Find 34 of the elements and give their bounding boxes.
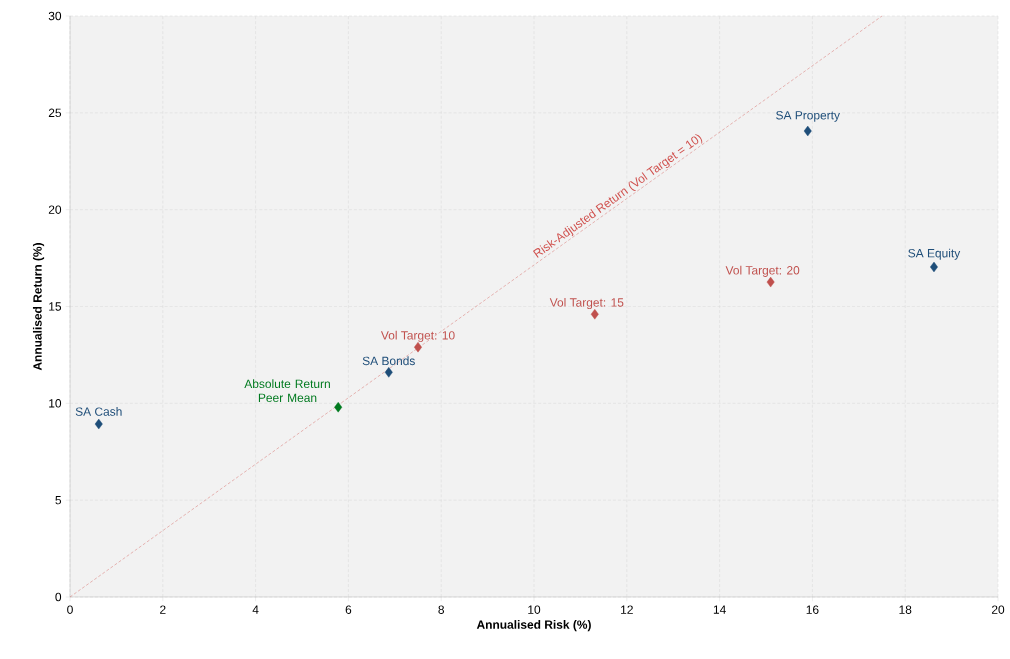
x-tick-label: 0 [67, 605, 73, 614]
point [334, 402, 343, 413]
point [766, 276, 775, 288]
x-tick-label: 20 [991, 605, 1005, 614]
point [384, 367, 393, 378]
y-tick-label: 25 [48, 108, 62, 118]
x-tick-label: 16 [806, 605, 819, 614]
series-label: SA Property [776, 111, 840, 122]
x-tick-label: 8 [438, 605, 445, 614]
series-label: Vol Target: 10 [380, 330, 455, 342]
x-tick-label: 2 [160, 605, 166, 614]
series-label: Vol Target: 15 [549, 297, 624, 310]
x-tick-label: 14 [713, 605, 726, 614]
y-tick-label: 10 [49, 399, 62, 408]
point [590, 309, 599, 320]
x-tick-label: 12 [621, 605, 633, 614]
point [94, 418, 103, 430]
point [803, 125, 812, 137]
y-tick-label: 15 [49, 302, 62, 311]
series-label: Vol Target: 20 [725, 265, 800, 277]
series-label: SA Cash [75, 407, 122, 416]
x-tick-label: 6 [345, 605, 352, 614]
x-axis-title: Annualised Risk (%) [476, 620, 591, 632]
series-label: Absolute Return Peer Mean [244, 379, 330, 402]
y-tick-label: 20 [48, 205, 62, 214]
y-tick-label: 5 [55, 496, 62, 505]
x-tick-label: 18 [899, 605, 912, 614]
y-tick-label: 0 [55, 592, 62, 602]
x-tick-label: 10 [528, 605, 541, 614]
x-tick-label: 4 [252, 605, 259, 614]
y-axis-title: Annualised Return (%) [32, 243, 45, 371]
series-label: SA Bonds [362, 356, 415, 366]
series-label: SA Equity [908, 248, 961, 260]
y-tick-label: 30 [48, 11, 62, 21]
